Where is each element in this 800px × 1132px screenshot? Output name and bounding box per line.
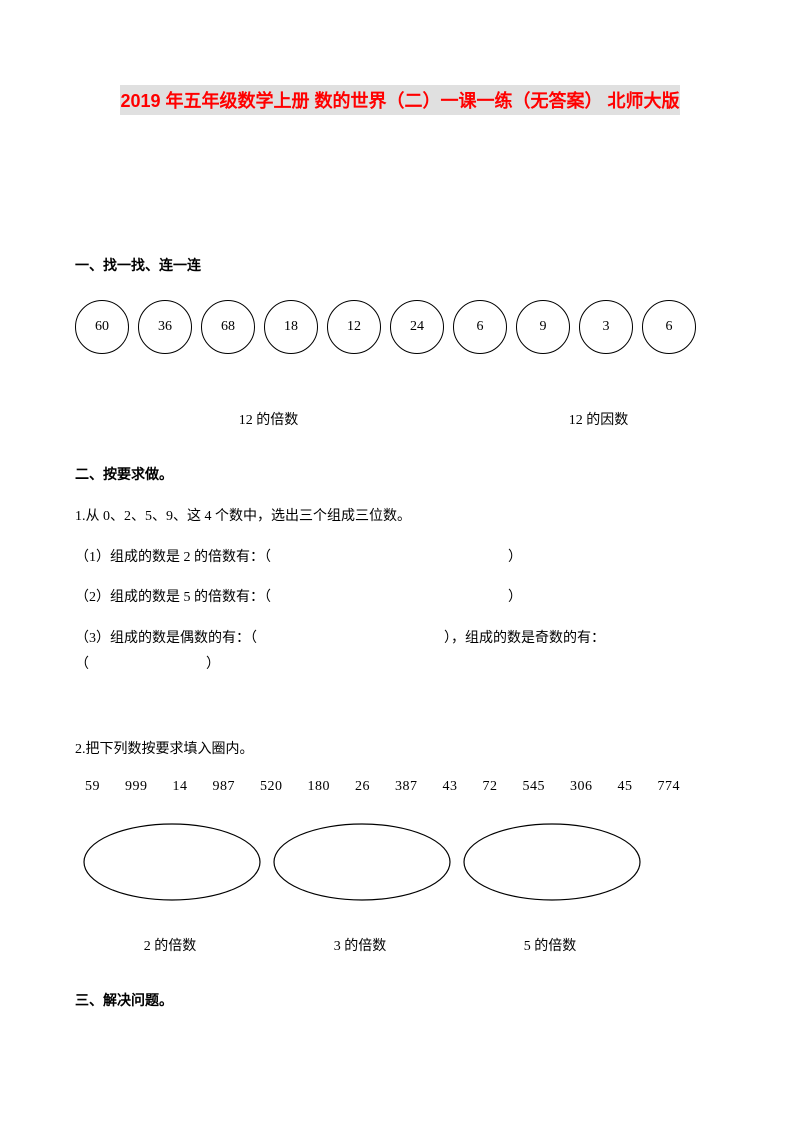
q2-intro: 2.把下列数按要求填入圈内。 bbox=[75, 737, 725, 764]
circle-item: 68 bbox=[201, 300, 255, 354]
number-item: 14 bbox=[173, 779, 188, 794]
number-item: 987 bbox=[213, 779, 236, 794]
q1-sub3-b: ），组成的数是奇数的有： bbox=[444, 631, 605, 646]
circle-item: 18 bbox=[264, 300, 318, 354]
q1-sub2-a: （2）组成的数是 5 的倍数有：（ bbox=[75, 590, 271, 605]
q1-sub3-c: （ bbox=[75, 657, 89, 672]
circle-item: 12 bbox=[327, 300, 381, 354]
circle-item: 24 bbox=[390, 300, 444, 354]
number-item: 45 bbox=[618, 779, 633, 794]
number-item: 306 bbox=[570, 779, 593, 794]
q1-sub1: （1）组成的数是 2 的倍数有：（ ） bbox=[75, 545, 725, 572]
number-item: 59 bbox=[85, 779, 100, 794]
q1-sub2: （2）组成的数是 5 的倍数有：（ ） bbox=[75, 585, 725, 612]
q1-sub3-a: （3）组成的数是偶数的有：（ bbox=[75, 631, 257, 646]
number-item: 72 bbox=[483, 779, 498, 794]
ellipses-row bbox=[80, 820, 725, 905]
number-item: 180 bbox=[308, 779, 331, 794]
ellipse-label-5: 5 的倍数 bbox=[455, 935, 645, 955]
q1-sub2-b: ） bbox=[508, 590, 522, 605]
q1-intro: 1.从 0、2、5、9、这 4 个数中，选出三个组成三位数。 bbox=[75, 504, 725, 531]
circle-item: 60 bbox=[75, 300, 129, 354]
circle-item: 6 bbox=[642, 300, 696, 354]
circle-item: 6 bbox=[453, 300, 507, 354]
page-title: 2019 年五年级数学上册 数的世界（二）一课一练（无答案） 北师大版 bbox=[120, 85, 679, 115]
label-multiples-12: 12 的倍数 bbox=[75, 409, 392, 429]
q1-sub1-a: （1）组成的数是 2 的倍数有：（ bbox=[75, 550, 271, 565]
ellipse-icon bbox=[80, 820, 265, 905]
number-item: 43 bbox=[443, 779, 458, 794]
circle-item: 36 bbox=[138, 300, 192, 354]
title-wrap: 2019 年五年级数学上册 数的世界（二）一课一练（无答案） 北师大版 bbox=[75, 85, 725, 175]
circle-labels: 12 的倍数 12 的因数 bbox=[75, 409, 725, 429]
label-factors-12: 12 的因数 bbox=[392, 409, 725, 429]
circles-row: 60 36 68 18 12 24 6 9 3 6 bbox=[75, 300, 725, 354]
ellipse-labels: 2 的倍数 3 的倍数 5 的倍数 bbox=[75, 935, 725, 955]
number-item: 545 bbox=[523, 779, 546, 794]
ellipse-icon bbox=[270, 820, 455, 905]
ellipse-label-3: 3 的倍数 bbox=[265, 935, 455, 955]
section1-heading: 一、找一找、连一连 bbox=[75, 255, 725, 275]
q1-sub3-d: ） bbox=[206, 657, 220, 672]
circle-item: 3 bbox=[579, 300, 633, 354]
number-item: 520 bbox=[260, 779, 283, 794]
q1-sub3: （3）组成的数是偶数的有：（ ），组成的数是奇数的有： （ ） bbox=[75, 626, 725, 679]
number-item: 387 bbox=[395, 779, 418, 794]
number-item: 999 bbox=[125, 779, 148, 794]
number-item: 774 bbox=[658, 779, 681, 794]
section3-heading: 三、解决问题。 bbox=[75, 990, 725, 1010]
section2-heading: 二、按要求做。 bbox=[75, 464, 725, 484]
number-item: 26 bbox=[355, 779, 370, 794]
q1-sub1-b: ） bbox=[508, 550, 522, 565]
ellipse-label-2: 2 的倍数 bbox=[75, 935, 265, 955]
circle-item: 9 bbox=[516, 300, 570, 354]
numbers-list: 59 999 14 987 520 180 26 387 43 72 545 3… bbox=[85, 779, 725, 795]
ellipse-icon bbox=[460, 820, 645, 905]
